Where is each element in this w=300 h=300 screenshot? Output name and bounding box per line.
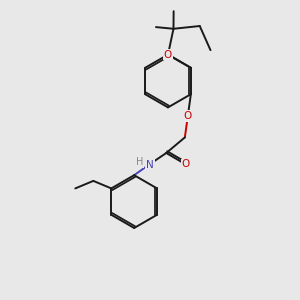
Text: N: N (146, 160, 154, 170)
Text: O: O (164, 50, 172, 60)
Text: O: O (182, 159, 190, 170)
Text: H: H (136, 157, 143, 167)
Text: O: O (184, 111, 192, 121)
